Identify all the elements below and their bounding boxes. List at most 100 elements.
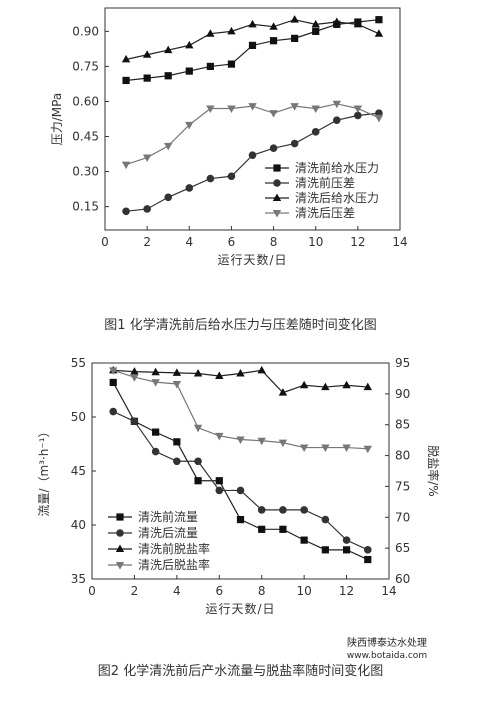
data-point [143, 205, 151, 213]
legend-marker [273, 179, 281, 187]
data-point [300, 506, 308, 514]
series-3 [121, 15, 384, 63]
x-tick-label: 10 [297, 584, 312, 598]
figure-2-caption: 图2 化学清洗前后产水流量与脱盐率随时间变化图 [97, 664, 384, 679]
legend-label: 清洗前脱盐率 [138, 541, 210, 556]
legend-marker [115, 562, 125, 570]
data-point [215, 486, 224, 495]
data-point [353, 105, 363, 113]
data-point [278, 439, 288, 448]
data-point [206, 105, 215, 113]
data-point [227, 172, 236, 181]
data-point [311, 19, 320, 28]
y-tick-label: 35 [71, 572, 86, 586]
chart-flow-salt: 0 2 4 6 8 10 12 14 35 40 45 50 55 60 65 70 75 80 85 90 95 运行天… [0, 345, 481, 645]
y-tick-label: 55 [71, 356, 86, 370]
data-point [291, 34, 299, 42]
data-point [185, 67, 193, 75]
data-point [215, 432, 224, 441]
data-point [248, 41, 257, 49]
data-point [321, 444, 330, 453]
data-point [206, 174, 215, 183]
data-point [193, 424, 203, 433]
x-tick-label: 2 [131, 584, 139, 598]
series-3 [109, 365, 372, 396]
data-point [312, 27, 320, 35]
legend-label: 清洗前给水压力 [295, 160, 379, 175]
data-point [227, 60, 236, 68]
y-right-tick-label: 85 [395, 418, 410, 432]
legend-label: 清洗前压差 [295, 175, 355, 190]
series-line [126, 19, 379, 82]
y-tick-label: 0.30 [72, 165, 99, 179]
data-point [342, 444, 351, 453]
data-point [130, 417, 139, 426]
data-point [374, 29, 384, 37]
legend-marker [115, 544, 125, 552]
data-point [215, 477, 223, 485]
data-point [363, 382, 372, 391]
y-right-tick-label: 75 [395, 479, 410, 493]
x-axis-label: 运行天数/日 [205, 601, 275, 616]
data-point [109, 367, 118, 375]
data-point [342, 536, 351, 544]
y-right-tick-label: 90 [395, 387, 410, 401]
data-point [269, 22, 278, 30]
data-point [164, 72, 172, 80]
figure-1-caption: 图1 化学清洗前后给水压力与压差随时间变化图 [104, 318, 377, 333]
x-tick-label: 14 [381, 584, 396, 598]
data-point [300, 536, 308, 544]
y-right-tick-label: 65 [395, 541, 410, 555]
legend-label: 清洗前流量 [138, 509, 198, 524]
data-point [299, 444, 309, 453]
data-point [143, 74, 151, 82]
x-tick-label: 12 [350, 235, 365, 249]
data-point [236, 486, 245, 495]
x-tick-label: 0 [101, 235, 109, 249]
data-point [122, 207, 130, 216]
data-point [121, 161, 131, 170]
y-right-tick-label: 60 [395, 572, 410, 586]
data-point [185, 121, 194, 130]
data-point [279, 525, 287, 533]
x-tick-label: 8 [270, 235, 278, 249]
watermark-url: www.botaida.com [346, 651, 428, 661]
data-point [269, 110, 278, 118]
data-point [130, 367, 139, 375]
data-point [142, 154, 152, 163]
data-point [227, 105, 236, 113]
data-point [109, 407, 118, 416]
data-point [332, 17, 341, 26]
data-point [206, 29, 215, 37]
data-point [258, 525, 266, 533]
data-point [193, 368, 203, 377]
x-tick-label: 12 [339, 584, 354, 598]
data-point [290, 103, 299, 111]
y-tick-label: 0.60 [72, 94, 99, 108]
data-point [299, 380, 309, 389]
data-point [173, 457, 181, 466]
y-tick-label: 0.45 [72, 130, 99, 144]
y-right-tick-label: 95 [395, 356, 410, 370]
data-point [248, 151, 257, 160]
data-point [342, 380, 351, 389]
data-point [151, 379, 160, 387]
y-right-tick-label: 70 [395, 510, 410, 524]
data-point [185, 184, 194, 192]
data-point [236, 436, 245, 445]
data-point [332, 116, 341, 124]
data-point [321, 546, 329, 554]
data-point [311, 128, 320, 136]
data-point [375, 16, 383, 24]
series-2 [122, 109, 383, 216]
data-point [185, 40, 194, 49]
y-axis-label: 流量/（m³·h⁻¹） [37, 425, 51, 516]
data-point [248, 103, 257, 111]
data-point [278, 388, 288, 396]
series-4 [121, 100, 384, 170]
data-point [130, 374, 139, 382]
data-point [151, 367, 160, 376]
data-point [353, 19, 363, 28]
y-tick-label: 0.90 [72, 24, 99, 38]
